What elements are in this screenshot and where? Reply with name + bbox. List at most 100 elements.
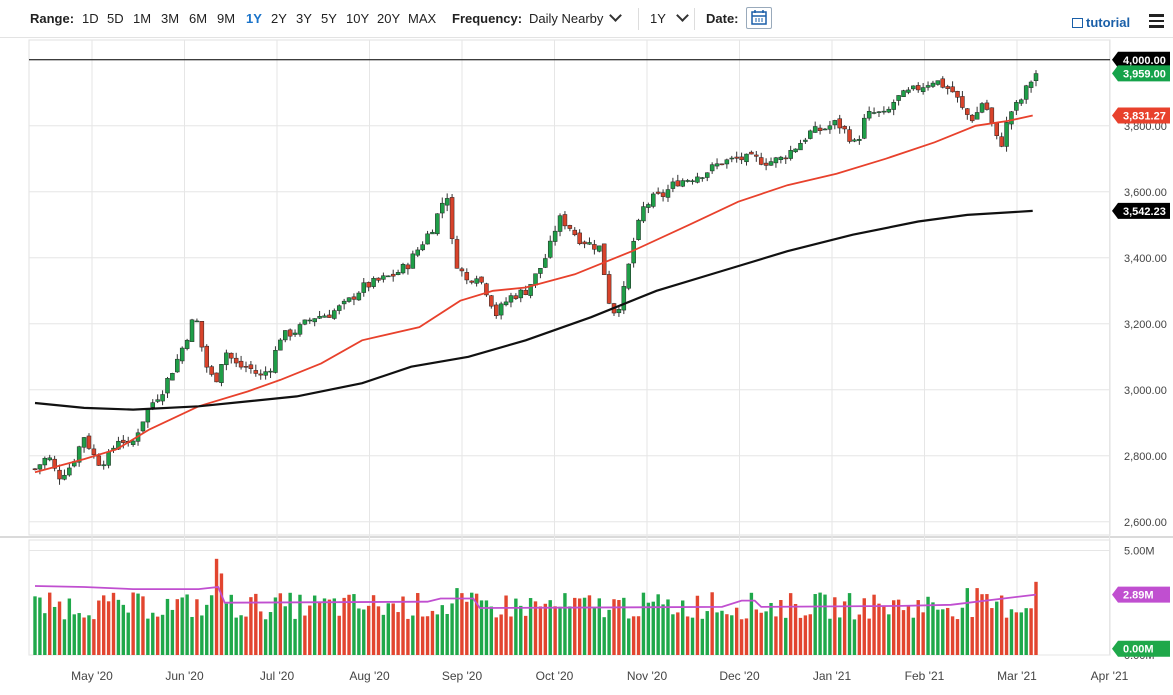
volume-bar — [455, 588, 459, 655]
volume-bar — [362, 609, 366, 655]
candle-body-up — [690, 180, 695, 183]
candle-body-down — [454, 239, 460, 269]
price-axis: 2,600.00 2,800.00 3,000.00 3,200.00 3,400.00… — [1124, 55, 1167, 662]
volume-bar — [892, 600, 896, 655]
candle — [901, 89, 906, 97]
candle-body-up — [356, 292, 362, 301]
candle-body-up — [773, 157, 779, 164]
price-tick-label: 2,800.00 — [1124, 451, 1167, 463]
candle — [435, 213, 440, 236]
candle-body-up — [665, 189, 671, 198]
range-10y-button[interactable]: 10Y — [346, 11, 370, 26]
volume-bar — [877, 603, 881, 655]
candle-body-up — [410, 253, 416, 269]
volume-bar — [1014, 612, 1019, 655]
candle — [405, 262, 411, 275]
volume-bar — [116, 599, 121, 655]
candle — [297, 322, 303, 337]
range-9m-button[interactable]: 9M — [217, 11, 236, 26]
candle — [243, 361, 249, 373]
volume-bar — [259, 611, 263, 655]
candle-body-down — [675, 180, 681, 187]
candle-body-up — [47, 457, 52, 461]
ma-short-tag-label: 3,831.27 — [1123, 110, 1166, 122]
candle-body-up — [925, 85, 931, 88]
candle — [268, 368, 273, 379]
range-1m-button[interactable]: 1M — [133, 11, 152, 26]
candle-body-up — [695, 176, 700, 183]
candle — [307, 317, 313, 324]
range-max-button[interactable]: MAX — [408, 11, 437, 26]
candle — [341, 298, 347, 310]
volume-bar — [901, 610, 906, 655]
candle-body-up — [145, 408, 151, 423]
candle-body-up — [101, 464, 106, 467]
candle-body-down — [847, 129, 852, 142]
range-2y-button[interactable]: 2Y — [271, 11, 287, 26]
range-1y-button[interactable]: 1Y — [246, 11, 262, 26]
ma-long-tag: 3,542.23 — [1112, 202, 1170, 219]
volume-average-tag-bg — [1112, 586, 1170, 603]
candle — [965, 108, 970, 120]
candle — [783, 155, 788, 164]
volume-bar — [87, 615, 91, 655]
volume-bar — [543, 603, 548, 655]
range-5d-button[interactable]: 5D — [107, 11, 124, 26]
volume-bar — [636, 616, 641, 655]
volume-bar — [700, 618, 705, 655]
candle-body-up — [876, 111, 882, 113]
range-20y-button[interactable]: 20Y — [377, 11, 401, 26]
candle — [67, 463, 72, 477]
volume-bar — [504, 595, 508, 655]
candle — [1033, 70, 1039, 87]
candle-body-up — [498, 303, 504, 316]
volume-bar — [72, 614, 76, 655]
volume-bar — [887, 614, 891, 655]
date-picker-button[interactable] — [746, 7, 772, 29]
candle-body-up — [336, 305, 342, 311]
tutorial-link[interactable]: tutorial — [1072, 15, 1130, 30]
candle — [336, 304, 342, 315]
candle-body-up — [62, 474, 67, 480]
candle-body-down — [449, 197, 455, 239]
range-1d-button[interactable]: 1D — [82, 11, 99, 26]
date-tick-label: Mar '21 — [997, 669, 1037, 683]
candle — [204, 344, 209, 373]
volume-bar — [479, 600, 484, 655]
volume-bar — [803, 615, 808, 655]
frequency-select[interactable]: Daily Nearby — [529, 9, 623, 27]
candle — [827, 120, 833, 134]
candle-body-down — [567, 225, 573, 229]
candle — [704, 172, 710, 182]
range-3y-button[interactable]: 3Y — [296, 11, 312, 26]
candle — [906, 87, 911, 95]
price-tick-label: 3,600.00 — [1124, 187, 1167, 199]
candle-body-down — [199, 321, 205, 348]
volume-bar — [828, 618, 832, 655]
candle — [62, 469, 67, 481]
volume-bar — [33, 596, 37, 655]
candle — [440, 197, 445, 219]
candle — [857, 135, 862, 145]
candle — [587, 237, 592, 245]
hamburger-menu-icon[interactable] — [1149, 14, 1164, 28]
candle — [950, 81, 955, 93]
period-select[interactable]: 1Y — [650, 9, 689, 27]
volume-bar — [931, 602, 935, 655]
candle-body-up — [425, 233, 430, 245]
candle-body-up — [533, 273, 538, 286]
price-tags: 4,000.003,959.00 3,831.27 3,542.23 2.89M 0.0… — [1112, 51, 1170, 657]
volume-bar — [430, 610, 435, 655]
volume-bar — [416, 593, 420, 655]
candle-body-up — [538, 268, 543, 274]
range-3m-button[interactable]: 3M — [161, 11, 180, 26]
candle — [292, 329, 298, 337]
range-6m-button[interactable]: 6M — [189, 11, 208, 26]
candle — [37, 464, 43, 475]
range-5y-button[interactable]: 5Y — [321, 11, 337, 26]
candle — [356, 291, 362, 301]
volume-bar — [1019, 612, 1023, 655]
volume-bar — [1024, 608, 1028, 655]
candle — [503, 297, 509, 307]
